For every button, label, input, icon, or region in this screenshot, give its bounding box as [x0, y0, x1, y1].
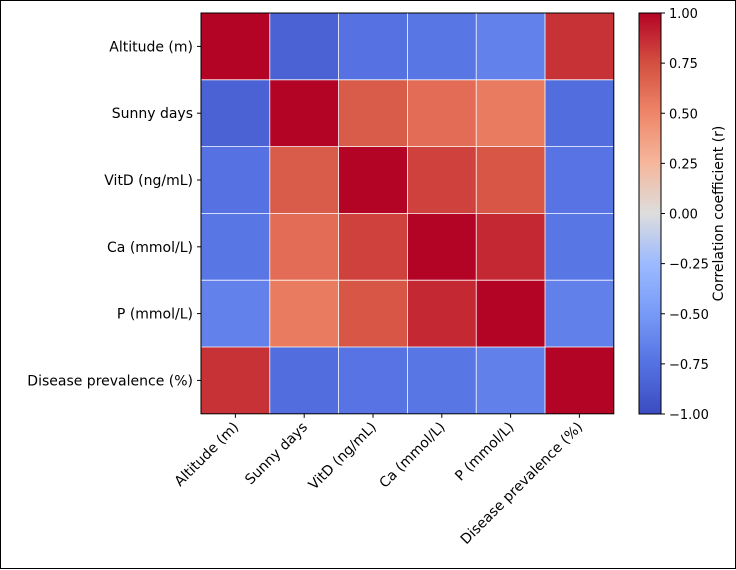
heatmap-cell-r2-c0	[201, 146, 270, 214]
colorbar-ticks: 1.00 0.75 0.50 0.25 0.00 −0.25 −0.50 −0.75 −1.00	[661, 7, 709, 423]
heatmap-cell-r4-c0	[201, 280, 270, 347]
heatmap-cell-r2-c1	[269, 146, 339, 214]
colorbar-tick-label: 0.25	[669, 157, 698, 172]
heatmap-border	[200, 12, 615, 415]
colorbar-label: Correlation coefficient (r)	[711, 126, 727, 302]
heatmap-cell-r4-c3	[407, 280, 477, 347]
heatmap-cells	[201, 13, 614, 414]
colorbar-tick-label: 0.00	[669, 208, 698, 223]
heatmap-cell-r3-c5	[545, 213, 614, 281]
heatmap-cell-r3-c2	[338, 213, 408, 281]
heatmap-cell-r1-c3	[407, 79, 477, 147]
heatmap-grid	[201, 13, 614, 414]
heatmap-cell-r2-c2	[338, 146, 408, 214]
heatmap-cell-r2-c5	[545, 146, 614, 214]
x-tick-label-disease-prevalence: Disease prevalence (%)	[458, 419, 586, 547]
heatmap-cell-r4-c4	[476, 280, 545, 347]
y-tick-label-ca-mmol-l: Ca (mmol/L)	[107, 240, 193, 256]
colorbar-tick-label: −0.50	[669, 308, 709, 323]
heatmap-cell-r5-c1	[269, 347, 339, 414]
heatmap-cell-r1-c1	[269, 79, 339, 147]
heatmap-cell-r3-c3	[407, 213, 477, 281]
x-tick-label-vitd-ng-ml: VitD (ng/mL)	[306, 419, 380, 493]
y-tick-label-altitude-m: Altitude (m)	[109, 39, 193, 55]
x-tick-label-sunny-days: Sunny days	[242, 419, 311, 488]
heatmap-cell-r4-c1	[269, 280, 339, 347]
heatmap-cell-r1-c4	[476, 79, 545, 147]
y-axis-tick-labels: Altitude (m) Sunny days VitD (ng/mL) Ca (mm…	[27, 39, 201, 389]
heatmap-cell-r0-c1	[269, 13, 339, 80]
heatmap-cell-r3-c4	[476, 213, 545, 281]
colorbar	[638, 12, 662, 415]
heatmap-cell-r5-c3	[407, 347, 477, 414]
heatmap-cell-r0-c4	[476, 13, 545, 80]
heatmap-cell-r5-c5	[545, 347, 614, 414]
heatmap-cell-r2-c3	[407, 146, 477, 214]
heatmap-cell-r5-c0	[201, 347, 270, 414]
heatmap-cell-r3-c0	[201, 213, 270, 281]
colorbar-tick-label: −1.00	[669, 408, 709, 423]
y-tick-label-p-mmol-l: P (mmol/L)	[117, 307, 193, 323]
heatmap-cell-r0-c5	[545, 13, 614, 80]
y-tick-label-sunny-days: Sunny days	[112, 106, 193, 122]
heatmap-cell-r0-c2	[338, 13, 408, 80]
heatmap-cell-r1-c0	[201, 79, 270, 147]
colorbar-tick-label: −0.25	[669, 258, 709, 273]
colorbar-tick-label: 0.50	[669, 107, 698, 122]
heatmap-cell-r0-c3	[407, 13, 477, 80]
heatmap-cell-r0-c0	[201, 13, 270, 80]
x-tick-label-ca-mmol-l: Ca (mmol/L)	[377, 419, 449, 491]
x-tick-label-p-mmol-l: P (mmol/L)	[452, 419, 517, 484]
heatmap-cell-r1-c2	[338, 79, 408, 147]
heatmap-cell-r1-c5	[545, 79, 614, 147]
colorbar-tick-label: 1.00	[669, 7, 698, 22]
heatmap-cell-r3-c1	[269, 213, 339, 281]
heatmap-cell-r5-c2	[338, 347, 408, 414]
y-tick-label-disease-prevalence: Disease prevalence (%)	[27, 373, 193, 389]
heatmap-cell-r4-c5	[545, 280, 614, 347]
x-tick-label-altitude-m: Altitude (m)	[172, 419, 243, 490]
heatmap-cell-r5-c4	[476, 347, 545, 414]
y-tick-label-vitd-ng-ml: VitD (ng/mL)	[104, 173, 193, 189]
colorbar-tick-label: −0.75	[669, 358, 709, 373]
heatmap-cell-r4-c2	[338, 280, 408, 347]
heatmap-cell-r2-c4	[476, 146, 545, 214]
colorbar-tick-label: 0.75	[669, 57, 698, 72]
